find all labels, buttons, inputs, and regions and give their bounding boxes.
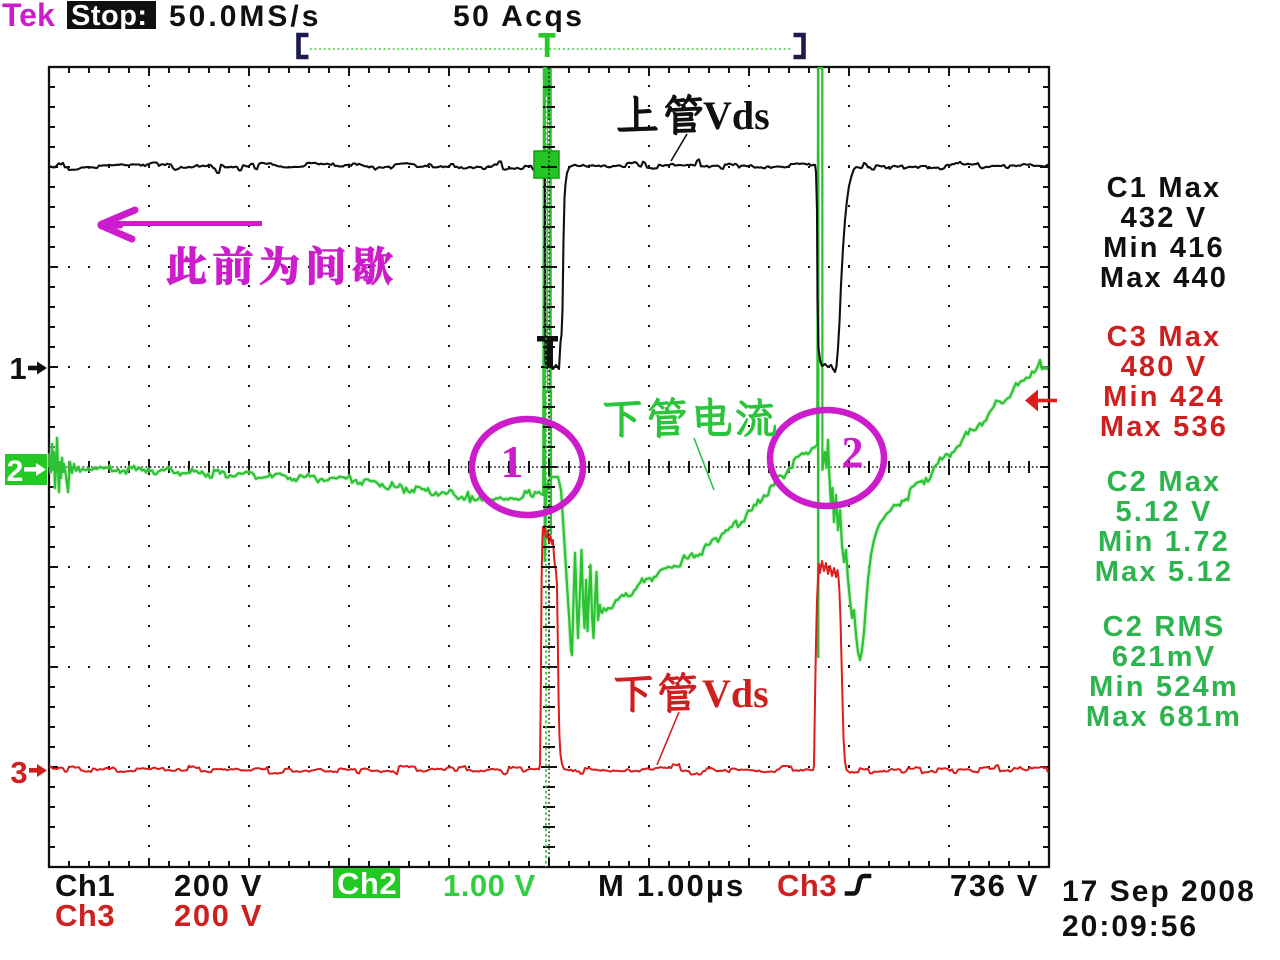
svg-text:50 Acqs: 50 Acqs xyxy=(453,0,584,33)
svg-text:C1 Max: C1 Max xyxy=(1107,172,1222,204)
svg-text:Max 440: Max 440 xyxy=(1100,262,1228,294)
svg-text:Min 424: Min 424 xyxy=(1103,381,1225,413)
svg-text:200 V: 200 V xyxy=(174,868,263,903)
svg-text:C2 RMS: C2 RMS xyxy=(1103,611,1226,643)
svg-text:Ch3: Ch3 xyxy=(55,898,115,933)
svg-text:Vds: Vds xyxy=(703,93,770,138)
svg-text:1.00 V: 1.00 V xyxy=(443,868,536,903)
svg-text:5.12 V: 5.12 V xyxy=(1115,496,1212,528)
svg-text:Min 416: Min 416 xyxy=(1103,232,1225,264)
svg-text:Max 681m: Max 681m xyxy=(1086,701,1242,733)
svg-text:2: 2 xyxy=(7,455,24,488)
svg-text:Ch2: Ch2 xyxy=(337,866,397,901)
svg-text:M 1.00µs: M 1.00µs xyxy=(598,868,745,903)
svg-text:480 V: 480 V xyxy=(1121,351,1208,383)
svg-text:Max 5.12: Max 5.12 xyxy=(1095,556,1234,588)
svg-text:Vds: Vds xyxy=(702,671,769,716)
svg-text:Min 524m: Min 524m xyxy=(1089,671,1239,703)
svg-text:Stop:: Stop: xyxy=(71,0,148,32)
svg-text:17 Sep 2008: 17 Sep 2008 xyxy=(1062,875,1256,908)
svg-text:200 V: 200 V xyxy=(174,898,263,933)
svg-text:621mV: 621mV xyxy=(1112,641,1217,673)
svg-text:1: 1 xyxy=(9,351,26,386)
svg-text:1: 1 xyxy=(501,436,524,487)
svg-text:Min 1.72: Min 1.72 xyxy=(1098,526,1230,558)
svg-text:C2 Max: C2 Max xyxy=(1107,466,1222,498)
svg-text:20:09:56: 20:09:56 xyxy=(1062,910,1198,943)
svg-text:736 V: 736 V xyxy=(950,868,1039,903)
svg-text:2: 2 xyxy=(842,428,864,477)
svg-text:Ch3: Ch3 xyxy=(777,868,837,903)
svg-text:50.0MS/s: 50.0MS/s xyxy=(169,0,321,33)
svg-text:432 V: 432 V xyxy=(1121,202,1208,234)
svg-text:Tek: Tek xyxy=(2,0,55,33)
svg-text:3: 3 xyxy=(10,755,27,790)
svg-text:Max 536: Max 536 xyxy=(1100,411,1228,443)
svg-text:C3 Max: C3 Max xyxy=(1107,321,1222,353)
svg-text:Ch1: Ch1 xyxy=(55,868,115,903)
